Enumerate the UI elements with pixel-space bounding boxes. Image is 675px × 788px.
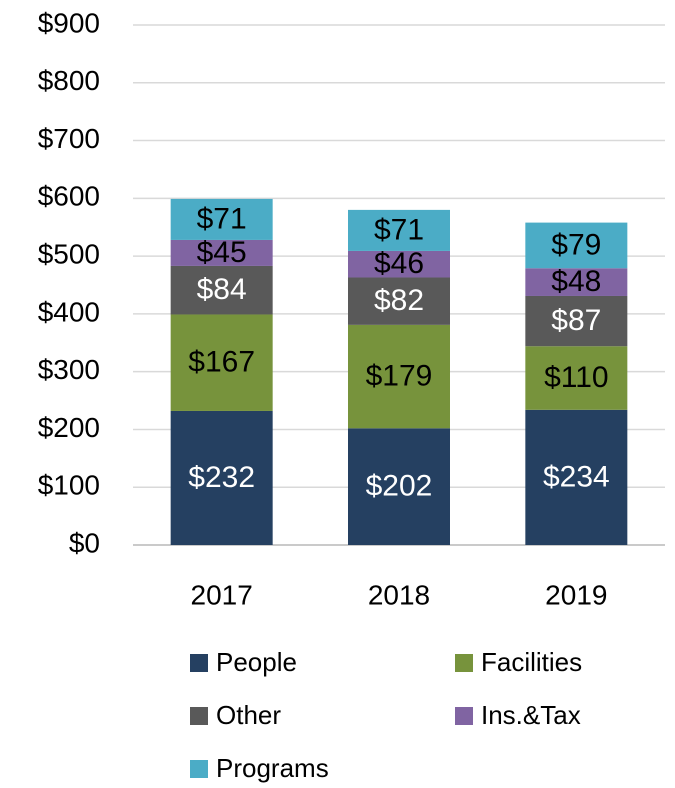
y-tick-label: $400 — [38, 296, 100, 327]
legend-swatch — [190, 707, 208, 725]
bar-segment — [348, 277, 450, 325]
x-tick-label: 2019 — [545, 579, 607, 610]
bar-segment — [170, 314, 273, 411]
legend-label: Facilities — [481, 647, 582, 677]
bar-segment — [525, 222, 628, 269]
bar-segment — [170, 239, 273, 266]
bar-segment — [348, 324, 450, 429]
data-label: $82 — [374, 284, 424, 317]
data-label: $45 — [197, 236, 247, 269]
legend-label: Ins.&Tax — [481, 700, 581, 730]
data-label: $46 — [374, 247, 424, 280]
data-label: $71 — [197, 202, 247, 235]
bar-segment — [525, 268, 628, 296]
y-tick-label: $0 — [69, 527, 100, 558]
data-label: $202 — [366, 470, 433, 503]
y-tick-label: $900 — [38, 7, 100, 38]
data-label: $232 — [188, 461, 255, 494]
y-tick-label: $100 — [38, 470, 100, 501]
bar-segment — [170, 198, 273, 240]
bar-segment — [525, 295, 628, 347]
y-tick-label: $600 — [38, 181, 100, 212]
y-tick-label: $800 — [38, 65, 100, 96]
bar-segment — [170, 410, 273, 545]
data-label: $79 — [551, 228, 601, 261]
y-tick-label: $700 — [38, 123, 100, 154]
data-label: $167 — [188, 346, 255, 379]
data-label: $110 — [544, 361, 609, 394]
y-tick-label: $200 — [38, 412, 100, 443]
y-tick-label: $500 — [38, 239, 100, 270]
data-label: $234 — [543, 460, 610, 493]
legend-label: People — [216, 647, 297, 677]
bar-segment — [525, 409, 628, 545]
legend-label: Other — [216, 700, 281, 730]
legend-label: Programs — [216, 753, 329, 783]
y-tick-label: $300 — [38, 354, 100, 385]
data-label: $179 — [366, 359, 433, 392]
legend-swatch — [455, 654, 473, 672]
legend-swatch — [190, 654, 208, 672]
data-label: $48 — [551, 265, 601, 298]
bar-segment — [525, 346, 628, 410]
x-tick-label: 2017 — [191, 579, 253, 610]
bar-segment — [348, 250, 450, 278]
bar-segment — [348, 209, 450, 251]
bar-segment — [348, 428, 450, 545]
data-label: $71 — [374, 213, 424, 246]
x-tick-label: 2018 — [368, 579, 430, 610]
data-label: $87 — [551, 304, 601, 337]
bar-segment — [170, 265, 273, 315]
data-label: $84 — [197, 273, 247, 306]
legend-swatch — [190, 760, 208, 778]
legend-swatch — [455, 707, 473, 725]
